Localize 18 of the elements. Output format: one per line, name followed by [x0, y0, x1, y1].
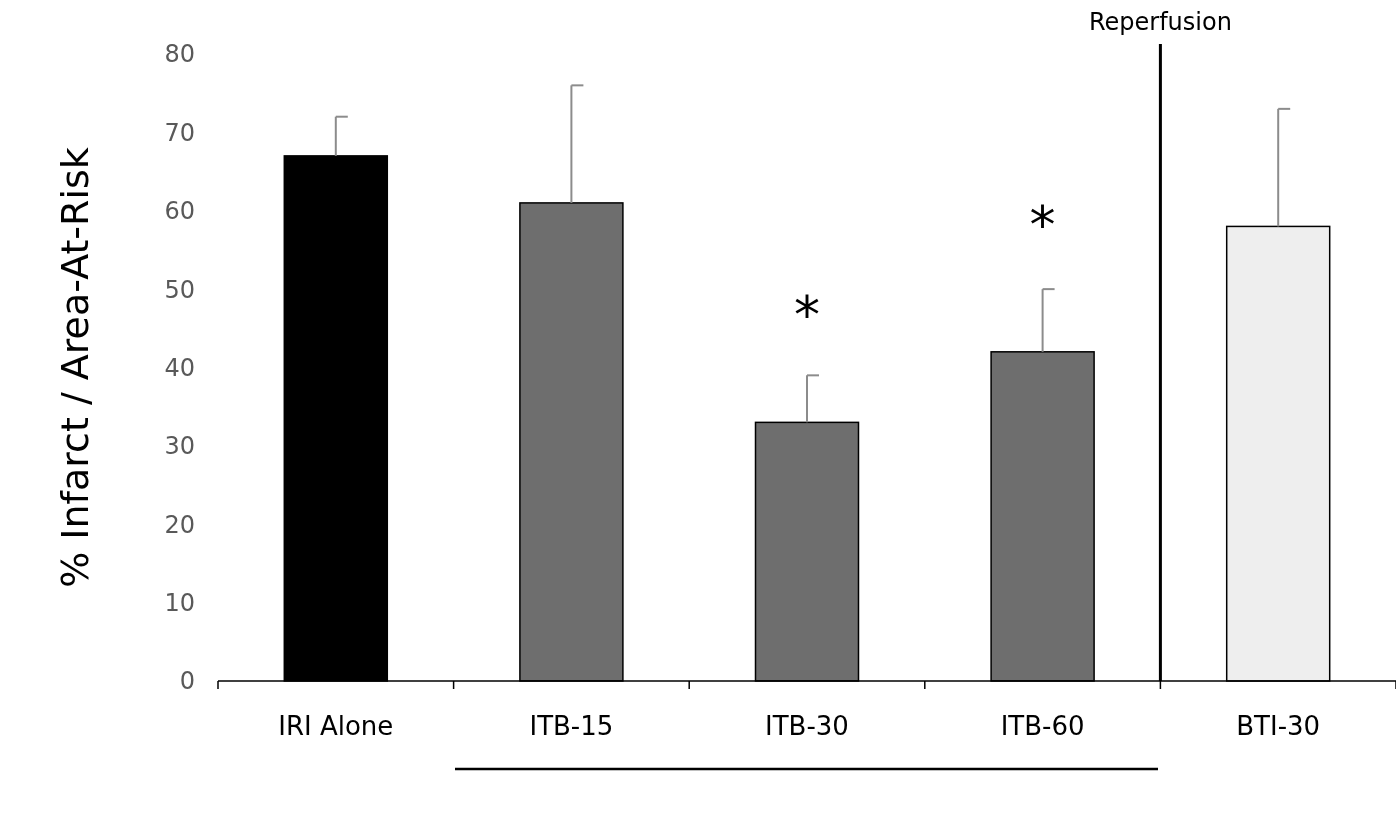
x-tick-label: ITB-60	[1000, 711, 1085, 741]
y-tick-label: 50	[164, 275, 195, 304]
y-tick-label: 60	[164, 197, 195, 226]
y-tick-label: 10	[164, 589, 195, 618]
annotation: *	[794, 285, 820, 346]
x-tick-label: BTI-30	[1236, 711, 1321, 741]
y-tick-label: 30	[164, 432, 195, 461]
text: Reperfusion	[1088, 8, 1232, 36]
annotation: *	[1029, 195, 1056, 256]
x-tick-label: ITB-30	[765, 711, 849, 741]
y-axis-title: % Infarct / Area-At-Risk	[53, 147, 97, 588]
x-tick-label: IRI Alone	[278, 711, 394, 741]
x-tick-label: ITB-15	[529, 711, 614, 741]
y-tick-label: 0	[179, 667, 195, 696]
y-tick-label: 20	[164, 510, 195, 539]
y-tick-label: 80	[164, 40, 195, 69]
y-tick-label: 40	[164, 353, 195, 382]
y-tick-label: 70	[164, 118, 195, 147]
